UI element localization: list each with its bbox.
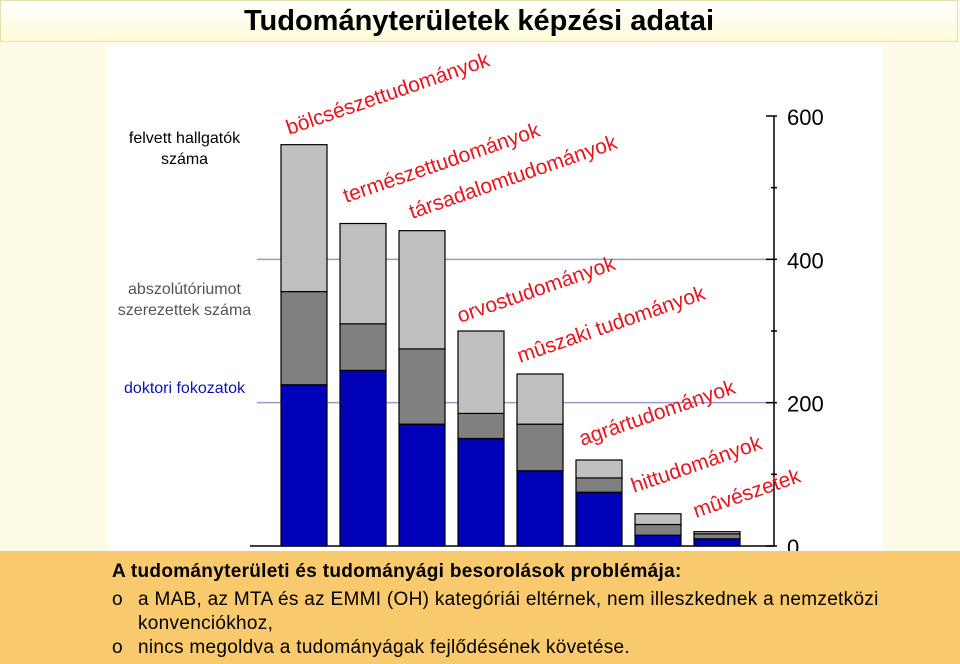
y-tick-label: 400	[787, 248, 824, 273]
bar-segment-admitted	[398, 230, 446, 350]
bar-segment-doctoral	[280, 384, 328, 547]
note-item-3: nincs megoldva a tudományágak fejlődésén…	[138, 637, 630, 658]
category-label: bölcsészettudományok	[283, 48, 493, 139]
y-tick-label: 200	[787, 392, 824, 417]
bar-segment-graduated	[575, 477, 623, 493]
legend-graduated-text: abszolútóriumot szerezettek száma	[117, 281, 252, 319]
note-item-2: konvenciókhoz,	[138, 613, 274, 634]
category-label: mûvészetek	[690, 464, 804, 522]
legend-label-graduated: abszolútóriumot szerezettek száma	[112, 279, 257, 321]
bullet-mark-2: o	[112, 637, 123, 658]
bar-segment-graduated	[398, 348, 446, 425]
bar-segment-doctoral	[457, 437, 505, 547]
bar-segment-admitted	[575, 459, 623, 479]
bar-segment-admitted	[339, 222, 387, 325]
category-label: orvostudományok	[454, 252, 619, 328]
bar-segment-admitted	[634, 513, 682, 526]
notes-panel	[0, 551, 960, 664]
bar-segment-graduated	[339, 323, 387, 372]
bar-segment-graduated	[457, 412, 505, 440]
bar-segment-graduated	[693, 533, 741, 540]
bullet-mark-1: o	[112, 589, 123, 610]
bar-segment-doctoral	[516, 470, 564, 547]
legend-doctoral-text: doktori fokozatok	[124, 380, 245, 397]
y-tick-label: 600	[787, 105, 824, 130]
bar-segment-admitted	[457, 330, 505, 415]
bar-segment-graduated	[516, 423, 564, 472]
bar-segment-admitted	[693, 531, 741, 535]
bar-segment-graduated	[634, 523, 682, 536]
legend-label-doctoral: doktori fokozatok	[112, 380, 257, 398]
bar-segment-doctoral	[634, 534, 682, 547]
bar-segment-doctoral	[339, 369, 387, 547]
bar-segment-doctoral	[693, 538, 741, 547]
bar-segment-doctoral	[398, 423, 446, 547]
bar-segment-graduated	[280, 290, 328, 386]
note-item-1: a MAB, az MTA és az EMMI (OH) kategóriái…	[138, 589, 879, 610]
legend-admitted-text: felvett hallgatók száma	[128, 130, 241, 168]
page-title: Tudományterületek képzési adatai	[243, 5, 715, 37]
bar-segment-doctoral	[575, 491, 623, 547]
title-bar: Tudományterületek képzési adatai	[0, 0, 958, 42]
notes-heading: A tudományterületi és tudományági besoro…	[112, 561, 682, 582]
bar-segment-admitted	[516, 373, 564, 425]
category-label: agrártudományok	[576, 376, 738, 451]
bar-segment-admitted	[280, 144, 328, 293]
legend-label-admitted: felvett hallgatók száma	[112, 128, 257, 170]
